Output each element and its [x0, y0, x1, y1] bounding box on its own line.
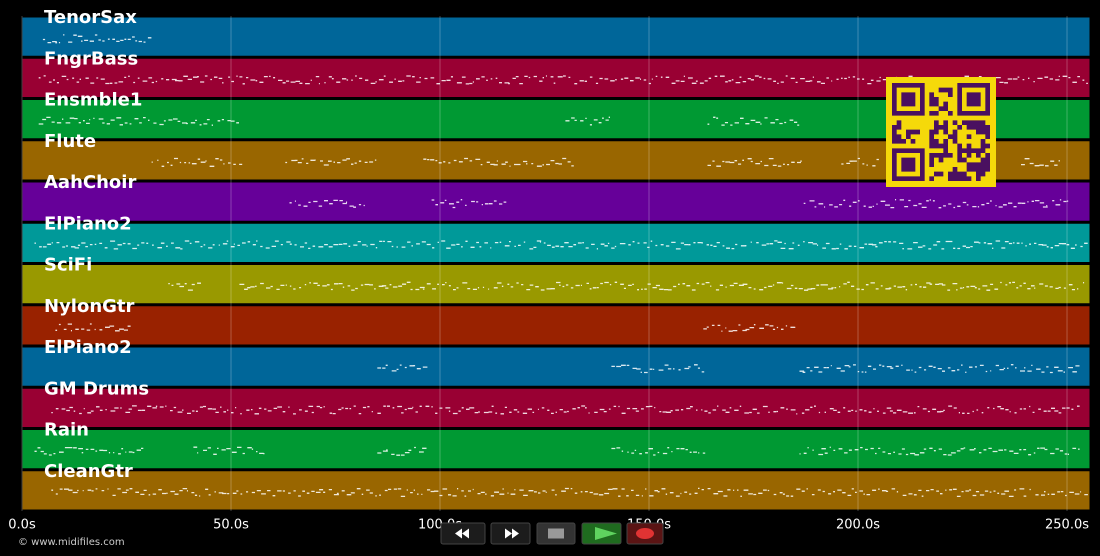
track-name: SciFi [44, 255, 92, 276]
note-span [51, 405, 1080, 415]
qr-code [886, 77, 996, 187]
track-lane [21, 264, 1091, 305]
note-span [239, 281, 1085, 291]
notes [34, 34, 1088, 498]
note-span [803, 199, 1069, 209]
note-span [377, 364, 428, 372]
track-name: ElPiano2 [44, 337, 132, 358]
fast-forward-button[interactable] [490, 522, 531, 545]
track-name: GM Drums [44, 378, 149, 399]
note-span [611, 364, 705, 374]
track-lane [21, 346, 1091, 387]
rewind-button[interactable] [440, 522, 486, 545]
track-lane [21, 387, 1091, 428]
track-name: NylonGtr [44, 296, 135, 317]
qr-modules [892, 83, 990, 181]
track-name: AahChoir [44, 172, 136, 193]
note-span [34, 240, 1088, 250]
note-span [799, 446, 1080, 456]
x-tick-label: 250.0s [1045, 518, 1089, 533]
note-span [51, 487, 1088, 498]
note-span [289, 199, 365, 208]
note-span [707, 157, 802, 167]
track-lane [21, 305, 1091, 346]
note-span [285, 158, 377, 166]
track-labels: TenorSax FngrBass Ensmble1 Flute AahChoir ElP… [44, 7, 149, 482]
note-span [565, 116, 610, 126]
track-lane [21, 181, 1091, 222]
note-span [168, 282, 201, 291]
note-span [34, 446, 144, 456]
play-button[interactable] [581, 522, 622, 545]
track-name: Flute [44, 131, 96, 152]
track-name: CleanGtr [44, 461, 133, 482]
grid [21, 16, 1068, 511]
track-name: FngrBass [44, 48, 138, 69]
controls [440, 522, 664, 545]
track-name: ElPiano2 [44, 213, 132, 234]
copyright: © www.midifiles.com [18, 537, 125, 548]
note-span [151, 157, 243, 167]
note-span [55, 323, 131, 332]
track-lane [21, 16, 1091, 57]
note-span [707, 116, 800, 126]
x-tick-label: 200.0s [836, 518, 880, 533]
note-span [841, 157, 879, 167]
note-span [38, 116, 239, 126]
note-span [611, 447, 706, 456]
note-span [799, 364, 1080, 374]
note-span [703, 324, 796, 332]
note-span [377, 446, 427, 456]
note-span [42, 34, 152, 44]
note-span [431, 199, 507, 209]
record-button[interactable] [626, 522, 664, 545]
track-lane [21, 222, 1091, 263]
track-name: Ensmble1 [44, 90, 142, 111]
x-tick-label: 50.0s [213, 518, 249, 533]
stop-button[interactable] [536, 522, 576, 545]
x-tick-label: 0.0s [8, 518, 36, 533]
note-span [1021, 158, 1060, 167]
track-lane [21, 429, 1091, 470]
track-name: Rain [44, 420, 89, 441]
note-span [193, 446, 265, 455]
note-span [423, 157, 574, 167]
track-name: TenorSax [44, 7, 137, 28]
track-lane [21, 470, 1091, 511]
